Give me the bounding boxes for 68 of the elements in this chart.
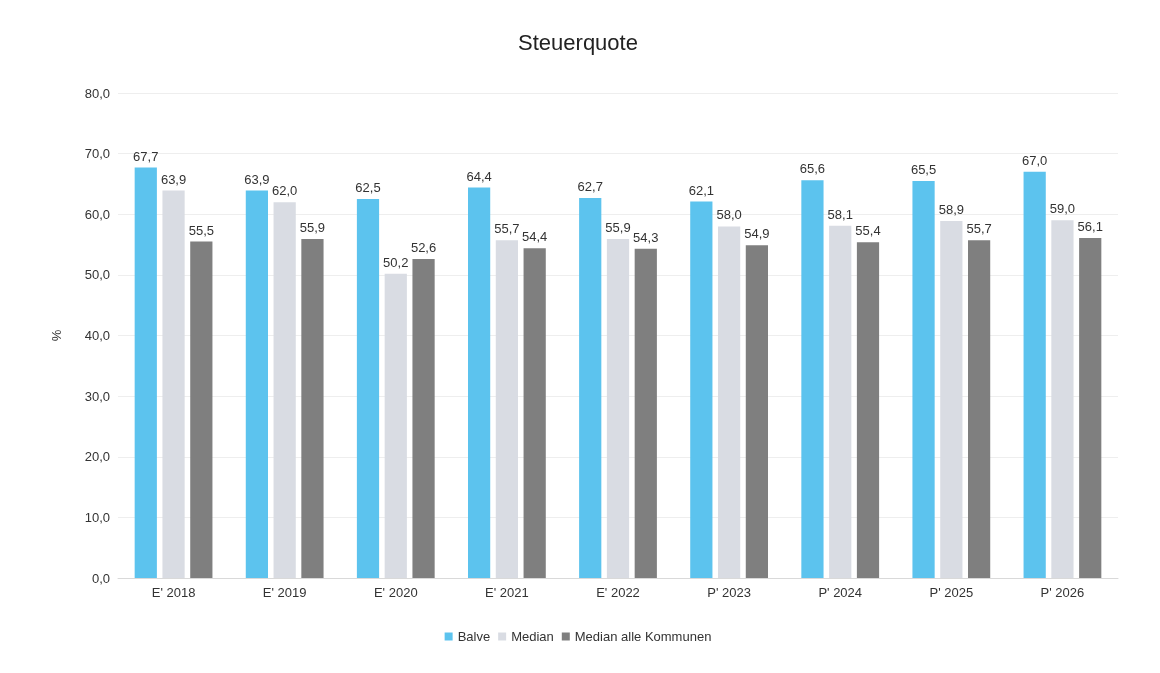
bar: [579, 197, 602, 578]
legend-label: Median alle Kommunen: [574, 629, 712, 644]
data-label: 58,1: [827, 206, 853, 222]
data-label: 55,5: [188, 222, 214, 238]
data-label: 65,6: [799, 161, 826, 177]
data-label: 63,9: [244, 171, 270, 187]
y-axis-title: %: [49, 329, 64, 342]
bar: [412, 259, 435, 578]
bar: [301, 239, 324, 578]
data-label: 62,0: [272, 183, 298, 199]
x-tick-label: P' 2025: [929, 585, 974, 600]
bar: [134, 167, 157, 578]
x-tick-label: E' 2019: [262, 585, 307, 600]
data-label: 62,7: [577, 178, 603, 194]
bar: [245, 190, 268, 578]
legend-label: Median: [511, 629, 554, 644]
chart-title: Steuerquote: [518, 29, 638, 55]
data-label: 55,7: [494, 221, 520, 237]
data-label: 55,7: [966, 221, 992, 237]
x-tick-label: E' 2018: [151, 585, 196, 600]
y-tick-label: 70,0: [84, 146, 110, 162]
y-tick-label: 80,0: [84, 85, 110, 101]
data-label: 56,1: [1077, 218, 1103, 234]
data-label: 54,3: [633, 229, 659, 245]
bar: [1023, 171, 1046, 578]
data-label: 54,9: [744, 226, 770, 242]
data-label: 50,2: [383, 254, 409, 270]
data-label: 67,0: [1022, 152, 1048, 168]
data-label: 58,0: [716, 207, 742, 223]
bar: [968, 240, 991, 578]
bar: [745, 245, 768, 578]
bar: [856, 242, 880, 578]
data-label: 55,4: [855, 223, 881, 239]
data-label: 59,0: [1049, 201, 1076, 217]
data-label: 64,4: [466, 168, 492, 184]
y-tick-label: 30,0: [84, 388, 110, 404]
data-label: 55,9: [605, 220, 631, 236]
y-tick-label: 50,0: [84, 267, 110, 283]
bar: [801, 180, 824, 578]
x-tick-label: P' 2026: [1040, 585, 1085, 600]
data-label: 58,9: [938, 201, 964, 217]
x-tick-label: P' 2024: [818, 585, 863, 600]
bar: [690, 201, 713, 578]
bar: [356, 199, 380, 578]
x-tick-label: E' 2020: [373, 585, 418, 600]
data-label: 55,9: [299, 220, 326, 236]
data-label: 54,4: [522, 229, 548, 245]
bar: [634, 248, 657, 578]
x-tick-label: E' 2021: [485, 585, 529, 600]
y-tick-label: 40,0: [84, 328, 110, 343]
x-tick-label: P' 2023: [707, 585, 751, 600]
bar: [190, 241, 213, 578]
bar: [468, 187, 491, 578]
y-tick-label: 10,0: [84, 509, 110, 525]
bar: [1079, 237, 1102, 578]
bar: [912, 180, 935, 578]
data-label: 62,5: [355, 180, 381, 196]
y-tick-label: 20,0: [84, 449, 110, 465]
data-label: 63,9: [160, 171, 187, 187]
data-label: 52,6: [410, 240, 437, 256]
legend-label: Balve: [457, 629, 491, 644]
y-tick-label: 0,0: [91, 570, 110, 586]
bar: [523, 248, 546, 578]
y-tick-label: 60,0: [84, 206, 110, 222]
x-tick-label: E' 2022: [596, 585, 640, 600]
data-label: 62,1: [688, 182, 714, 198]
data-label: 67,7: [133, 148, 159, 164]
data-label: 65,5: [910, 161, 937, 177]
